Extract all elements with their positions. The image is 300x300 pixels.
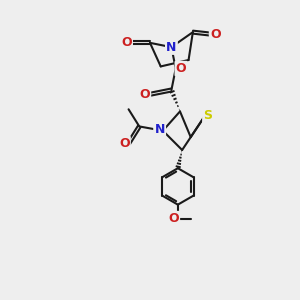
Text: O: O — [168, 212, 179, 225]
Text: O: O — [119, 137, 130, 150]
Text: O: O — [210, 28, 221, 41]
Text: N: N — [154, 123, 165, 136]
Text: O: O — [121, 36, 132, 50]
Text: O: O — [139, 88, 150, 101]
Text: N: N — [166, 40, 177, 54]
Text: O: O — [176, 62, 186, 75]
Text: S: S — [203, 109, 212, 122]
